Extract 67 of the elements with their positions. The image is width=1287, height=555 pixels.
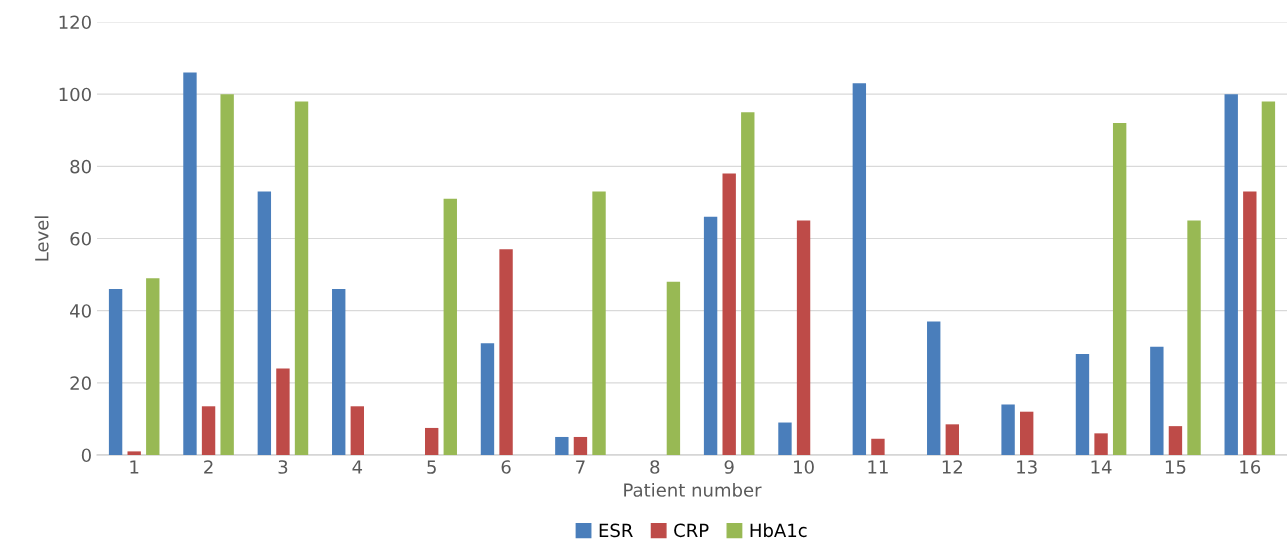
y-tick-label: 60 — [70, 231, 91, 246]
bar — [703, 216, 718, 455]
bar — [1261, 101, 1276, 455]
bar — [852, 83, 867, 455]
y-tick-label: 80 — [70, 159, 91, 174]
bar — [1243, 191, 1257, 455]
bar — [1112, 123, 1127, 455]
bar — [945, 424, 960, 455]
x-tick-label: 8 — [650, 460, 660, 474]
bar — [424, 427, 439, 455]
bar — [1150, 346, 1164, 455]
x-tick-label: 3 — [278, 460, 288, 474]
bar — [220, 94, 234, 455]
legend-label: CRP — [674, 523, 709, 538]
legend-label: HbA1c — [750, 523, 807, 538]
bar — [1224, 94, 1238, 455]
bar — [499, 249, 513, 455]
bar — [555, 436, 569, 455]
bar — [146, 278, 160, 455]
x-tick-label: 1 — [130, 460, 139, 474]
bar — [573, 436, 588, 455]
x-tick-label: 15 — [1165, 460, 1186, 474]
bar — [480, 343, 495, 455]
bar — [108, 289, 123, 455]
x-tick-label: 7 — [576, 460, 585, 474]
bar — [201, 406, 216, 455]
bar — [1094, 433, 1108, 455]
x-tick-label: 12 — [942, 460, 962, 474]
x-tick-label: 11 — [868, 460, 888, 474]
bar — [927, 321, 941, 455]
bar — [778, 422, 792, 455]
y-tick-label: 120 — [59, 15, 91, 30]
y-tick-label: 20 — [70, 376, 91, 390]
bar — [666, 281, 681, 455]
bar — [443, 198, 457, 455]
y-tick-label: 0 — [81, 448, 91, 463]
y-axis-title: Level — [34, 216, 49, 261]
x-tick-label: 2 — [204, 460, 213, 474]
bar — [722, 173, 736, 455]
bar — [183, 72, 197, 455]
x-tick-label: 5 — [427, 460, 436, 474]
x-tick-label: 10 — [794, 460, 814, 474]
bar — [332, 289, 346, 455]
x-tick-label: 14 — [1091, 460, 1112, 474]
bar — [276, 368, 290, 455]
x-tick-label: 4 — [352, 460, 363, 474]
bar — [1187, 220, 1201, 455]
x-tick-label: 9 — [724, 460, 734, 474]
x-axis-title: Patient number — [624, 482, 762, 497]
bar — [796, 220, 811, 455]
x-tick-label: 16 — [1240, 460, 1261, 474]
bar — [1019, 411, 1034, 455]
bar — [592, 191, 606, 455]
bar — [127, 451, 141, 455]
y-tick-label: 40 — [70, 304, 91, 318]
bar — [1001, 404, 1015, 455]
bar — [871, 438, 885, 455]
bar — [1168, 426, 1183, 455]
y-tick-label: 100 — [59, 87, 91, 102]
x-tick-label: 6 — [501, 460, 511, 474]
x-tick-label: 13 — [1017, 460, 1037, 474]
legend-label: ESR — [599, 523, 633, 538]
bar — [741, 112, 755, 455]
bar — [350, 406, 365, 455]
bar — [1075, 353, 1090, 455]
bar — [294, 101, 309, 455]
bar — [257, 191, 272, 455]
